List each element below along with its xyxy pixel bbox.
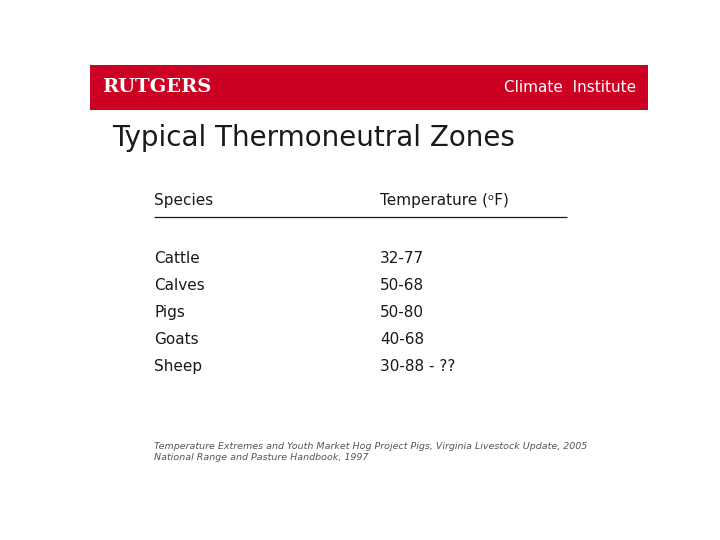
Text: 50-80: 50-80 [380, 305, 424, 320]
FancyBboxPatch shape [90, 65, 648, 110]
Text: Temperature (ᵒF): Temperature (ᵒF) [380, 193, 509, 208]
Text: National Range and Pasture Handbook, 1997: National Range and Pasture Handbook, 199… [154, 453, 369, 462]
Text: 50-68: 50-68 [380, 278, 424, 293]
Text: Species: Species [154, 193, 213, 208]
Text: RUTGERS: RUTGERS [102, 78, 212, 96]
Text: Temperature Extremes and Youth Market Hog Project Pigs, Virginia Livestock Updat: Temperature Extremes and Youth Market Ho… [154, 442, 588, 451]
Text: Typical Thermoneutral Zones: Typical Thermoneutral Zones [112, 124, 515, 152]
Text: 32-77: 32-77 [380, 251, 424, 266]
Text: Goats: Goats [154, 332, 199, 347]
Text: 40-68: 40-68 [380, 332, 424, 347]
Text: Sheep: Sheep [154, 359, 202, 374]
Text: Climate  Institute: Climate Institute [503, 80, 636, 94]
Text: Calves: Calves [154, 278, 205, 293]
Text: Cattle: Cattle [154, 251, 200, 266]
Text: Pigs: Pigs [154, 305, 185, 320]
Text: 30-88 - ??: 30-88 - ?? [380, 359, 456, 374]
